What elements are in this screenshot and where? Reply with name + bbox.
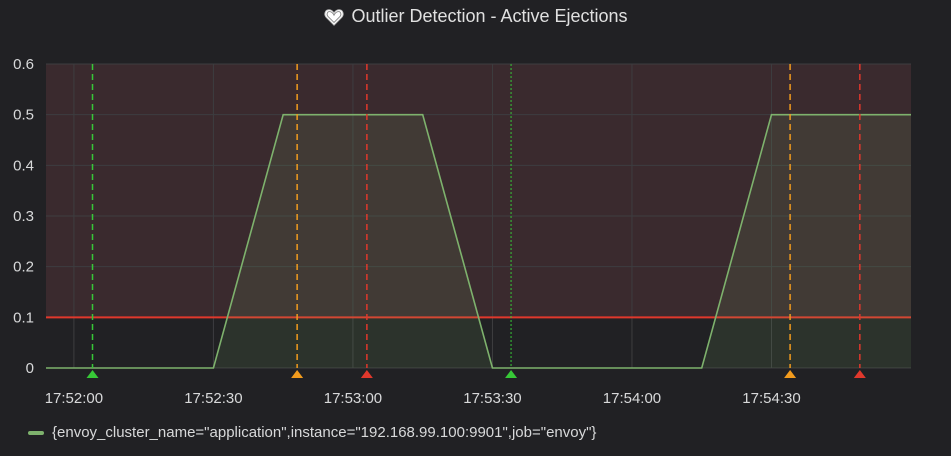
- x-tick-label: 17:54:30: [742, 390, 800, 407]
- annotation-marker[interactable]: [291, 370, 304, 378]
- annotation-marker[interactable]: [505, 370, 518, 378]
- y-tick-label: 0.6: [13, 56, 34, 73]
- panel-title-text: Outlier Detection - Active Ejections: [351, 6, 628, 26]
- legend-series-swatch: [28, 430, 44, 435]
- y-tick-label: 0.3: [13, 208, 34, 225]
- annotation-marker[interactable]: [360, 370, 373, 378]
- heart-icon: [324, 8, 345, 26]
- y-tick-label: 0.5: [13, 107, 34, 124]
- annotation-marker[interactable]: [86, 370, 99, 378]
- x-tick-label: 17:52:00: [45, 390, 103, 407]
- threshold-region: [46, 64, 911, 318]
- panel-title[interactable]: Outlier Detection - Active Ejections: [0, 6, 951, 27]
- x-tick-label: 17:54:00: [603, 390, 661, 407]
- y-tick-label: 0.1: [13, 309, 34, 326]
- x-tick-label: 17:53:00: [324, 390, 382, 407]
- annotation-marker[interactable]: [853, 370, 866, 378]
- series-area: [46, 114, 911, 369]
- legend-series-label[interactable]: {envoy_cluster_name="application",instan…: [52, 424, 597, 441]
- y-tick-label: 0.4: [13, 157, 34, 174]
- x-tick-label: 17:52:30: [184, 390, 242, 407]
- annotation-marker[interactable]: [784, 370, 797, 378]
- y-tick-label: 0.2: [13, 259, 34, 276]
- series-line[interactable]: [46, 113, 911, 369]
- x-tick-label: 17:53:30: [463, 390, 521, 407]
- y-tick-label: 0: [26, 360, 34, 377]
- legend[interactable]: {envoy_cluster_name="application",instan…: [28, 424, 596, 441]
